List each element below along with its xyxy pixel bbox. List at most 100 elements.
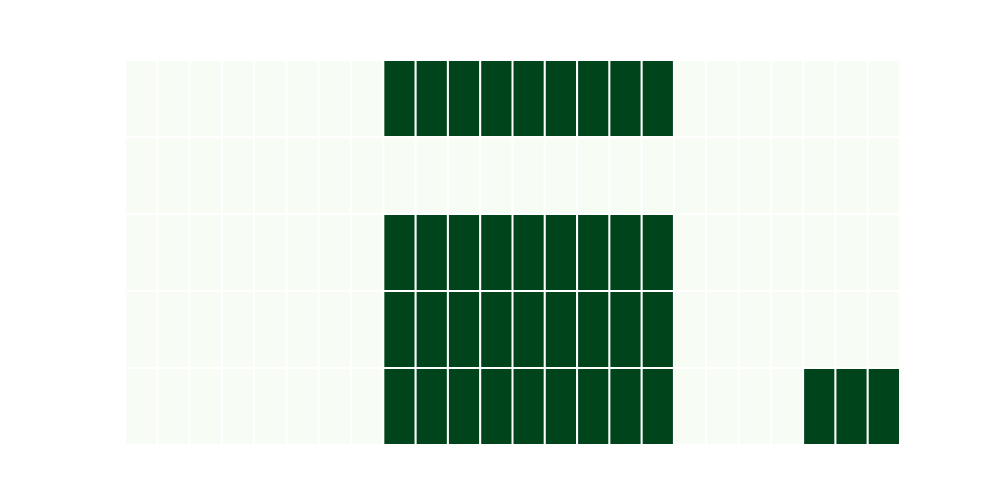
- heatmap-cell-r3-c14: [576, 290, 611, 369]
- heatmap-cell-r4-c0: [124, 367, 159, 446]
- heatmap-cell-r2-c21: [802, 213, 837, 292]
- heatmap-cell-r4-c18: [705, 367, 740, 446]
- heatmap-cell-r1-c5: [285, 136, 320, 215]
- heatmap-cell-r1-c1: [156, 136, 191, 215]
- heatmap-cell-r0-c1: [156, 59, 191, 138]
- heatmap-cell-r1-c22: [834, 136, 869, 215]
- heatmap-cell-r0-c18: [705, 59, 740, 138]
- heatmap-cell-r0-c6: [317, 59, 353, 138]
- heatmap-cell-r3-c12: [511, 290, 546, 369]
- heatmap-cell-r3-c18: [705, 290, 740, 369]
- heatmap-cell-r1-c8: [382, 136, 417, 215]
- heatmap-cell-r2-c0: [124, 213, 159, 292]
- heatmap-cell-r1-c17: [672, 136, 708, 215]
- heatmap-cell-r4-c3: [220, 367, 256, 446]
- heatmap-cell-r2-c2: [188, 213, 223, 292]
- heatmap-cell-r4-c15: [608, 367, 643, 446]
- heatmap-cell-r3-c20: [769, 290, 805, 369]
- heatmap-cell-r1-c10: [446, 136, 482, 215]
- heatmap-cell-r0-c7: [350, 59, 385, 138]
- heatmap-cell-r0-c16: [640, 59, 675, 138]
- heatmap-cell-r2-c3: [220, 213, 256, 292]
- heatmap-cell-r2-c12: [511, 213, 546, 292]
- heatmap-cell-r3-c4: [253, 290, 288, 369]
- heatmap-cell-r0-c13: [543, 59, 579, 138]
- heatmap-cells: [124, 59, 901, 446]
- heatmap-cell-r0-c14: [576, 59, 611, 138]
- heatmap-cell-r1-c16: [640, 136, 675, 215]
- heatmap-cell-r1-c6: [317, 136, 353, 215]
- heatmap-cell-r4-c8: [382, 367, 417, 446]
- heatmap-cell-r1-c20: [769, 136, 805, 215]
- heatmap-cell-r2-c13: [543, 213, 579, 292]
- heatmap-cell-r3-c10: [446, 290, 482, 369]
- heatmap-cell-r4-c12: [511, 367, 546, 446]
- heatmap-cell-r1-c13: [543, 136, 579, 215]
- heatmap-cell-r1-c7: [350, 136, 385, 215]
- heatmap-cell-r0-c9: [414, 59, 449, 138]
- heatmap-cell-r4-c16: [640, 367, 675, 446]
- heatmap-cell-r3-c7: [350, 290, 385, 369]
- heatmap-cell-r3-c8: [382, 290, 417, 369]
- heatmap-cell-r0-c4: [253, 59, 288, 138]
- heatmap-cell-r2-c4: [253, 213, 288, 292]
- heatmap-cell-r0-c10: [446, 59, 482, 138]
- heatmap-cell-r1-c21: [802, 136, 837, 215]
- heatmap-cell-r1-c15: [608, 136, 643, 215]
- heatmap-cell-r2-c11: [479, 213, 514, 292]
- heatmap-cell-r0-c5: [285, 59, 320, 138]
- heatmap-cell-r3-c5: [285, 290, 320, 369]
- heatmap-cell-r1-c3: [220, 136, 256, 215]
- heatmap-cell-r4-c1: [156, 367, 191, 446]
- heatmap-cell-r2-c10: [446, 213, 482, 292]
- heatmap-cell-r1-c18: [705, 136, 740, 215]
- heatmap-cell-r2-c16: [640, 213, 675, 292]
- heatmap-cell-r4-c6: [317, 367, 353, 446]
- heatmap-cell-r0-c8: [382, 59, 417, 138]
- heatmap-cell-r0-c15: [608, 59, 643, 138]
- heatmap-cell-r2-c19: [737, 213, 772, 292]
- heatmap-cell-r3-c2: [188, 290, 223, 369]
- heatmap-cell-r2-c8: [382, 213, 417, 292]
- heatmap-cell-r4-c7: [350, 367, 385, 446]
- heatmap-cell-r3-c1: [156, 290, 191, 369]
- heatmap-cell-r4-c2: [188, 367, 223, 446]
- heatmap-cell-r1-c11: [479, 136, 514, 215]
- heatmap-cell-r0-c19: [737, 59, 772, 138]
- heatmap-cell-r2-c22: [834, 213, 869, 292]
- heatmap-cell-r1-c9: [414, 136, 449, 215]
- heatmap-cell-r1-c4: [253, 136, 288, 215]
- heatmap-cell-r1-c23: [866, 136, 901, 215]
- heatmap-cell-r2-c17: [672, 213, 708, 292]
- heatmap-cell-r0-c17: [672, 59, 708, 138]
- heatmap-cell-r3-c15: [608, 290, 643, 369]
- heatmap-cell-r3-c0: [124, 290, 159, 369]
- heatmap-cell-r2-c14: [576, 213, 611, 292]
- heatmap-cell-r4-c10: [446, 367, 482, 446]
- heatmap-cell-r4-c21: [802, 367, 837, 446]
- heatmap-cell-r3-c6: [317, 290, 353, 369]
- heatmap-cell-r2-c6: [317, 213, 353, 292]
- heatmap-cell-r2-c9: [414, 213, 449, 292]
- heatmap-cell-r3-c13: [543, 290, 579, 369]
- heatmap-cell-r2-c23: [866, 213, 901, 292]
- heatmap-cell-r4-c22: [834, 367, 869, 446]
- heatmap-cell-r3-c17: [672, 290, 708, 369]
- heatmap-cell-r2-c1: [156, 213, 191, 292]
- heatmap-cell-r4-c23: [866, 367, 901, 446]
- heatmap-cell-r2-c15: [608, 213, 643, 292]
- heatmap-cell-r1-c12: [511, 136, 546, 215]
- heatmap-cell-r4-c14: [576, 367, 611, 446]
- heatmap-cell-r3-c21: [802, 290, 837, 369]
- heatmap-cell-r2-c5: [285, 213, 320, 292]
- heatmap-cell-r1-c14: [576, 136, 611, 215]
- heatmap-cell-r3-c16: [640, 290, 675, 369]
- heatmap-cell-r0-c23: [866, 59, 901, 138]
- heatmap-cell-r2-c18: [705, 213, 740, 292]
- heatmap-cell-r4-c20: [769, 367, 805, 446]
- heatmap-cell-r0-c0: [124, 59, 159, 138]
- heatmap-cell-r3-c23: [866, 290, 901, 369]
- heatmap-cell-r2-c7: [350, 213, 385, 292]
